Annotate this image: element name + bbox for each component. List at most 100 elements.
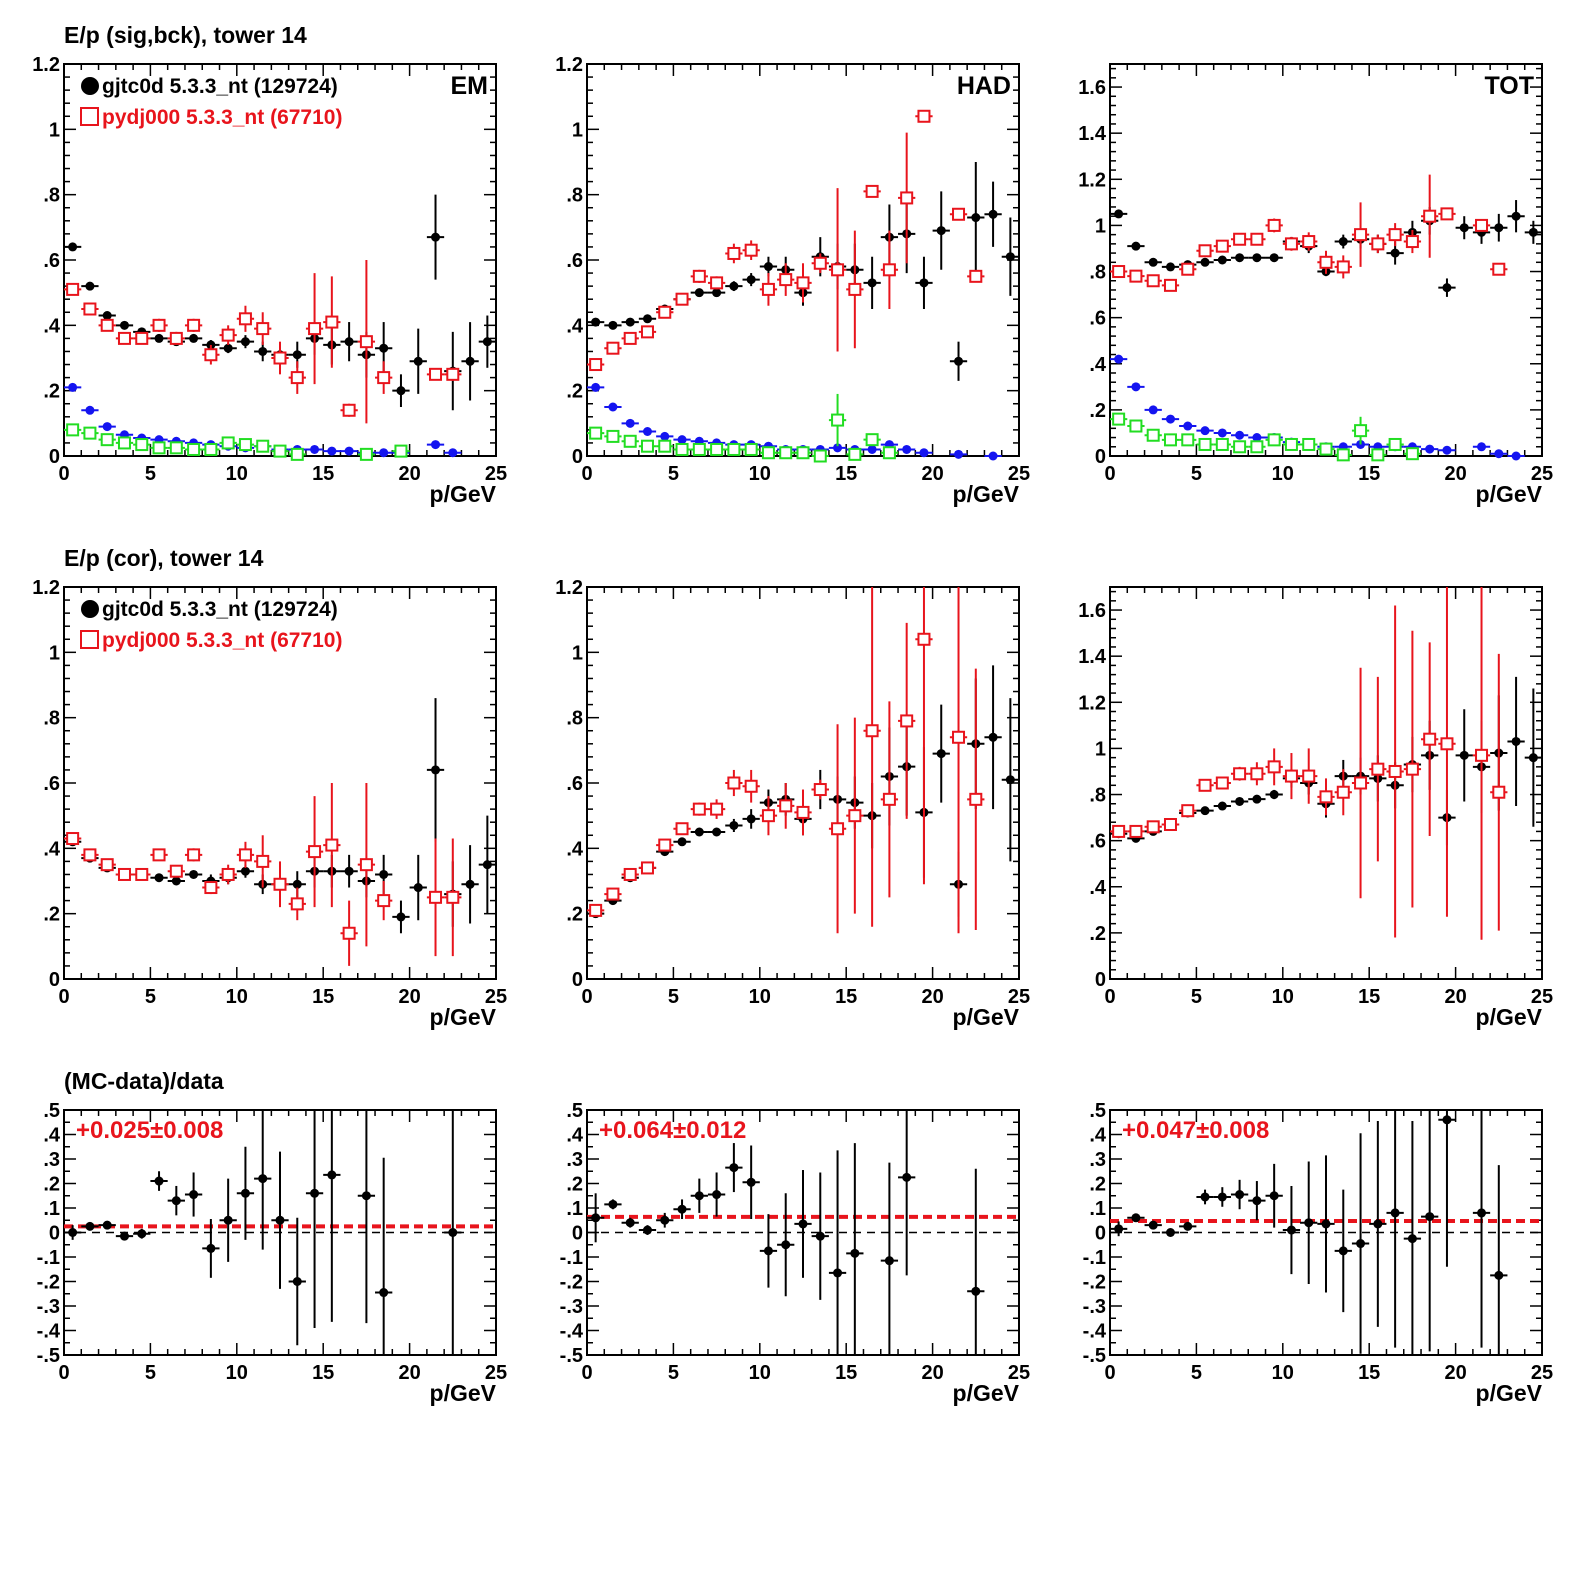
x-tick-label: 10 [226,986,248,1008]
data-point [1528,753,1538,763]
x-tick-label: 5 [145,986,156,1008]
y-tick-label: .4 [566,1125,584,1147]
x-tick-label: 25 [1008,463,1030,485]
data-point [1284,769,1298,783]
y-tick-label: .2 [566,1174,583,1196]
row-title-sig-bck: E/p (sig,bck), tower 14 [64,22,307,48]
data-point [238,438,252,452]
data-point [1371,448,1385,462]
y-tick-label: 1.2 [555,54,583,76]
data-point [1405,235,1419,249]
data-point [1183,1221,1193,1231]
data-point [344,866,354,876]
data-point [831,413,845,427]
data-point [902,1172,912,1182]
x-tick-label: 15 [1358,986,1380,1008]
fit-result-label: +0.025±0.008 [76,1117,223,1144]
data-point [1338,1246,1348,1256]
data-point [1475,748,1489,762]
data-point [1286,1225,1296,1235]
data-point [642,1225,652,1235]
data-point [325,315,339,329]
data-point [1146,820,1160,834]
data-point [187,848,201,862]
x-tick-label: 10 [1272,986,1294,1008]
data-point [1252,433,1262,443]
data-point [606,429,620,443]
y-tick-label: 1 [1095,738,1106,760]
y-tick-label: .5 [566,1100,583,1122]
data-point [1217,428,1227,438]
data-point [102,1220,112,1230]
y-tick-label: .1 [566,1198,583,1220]
series-sigbkg_mc [587,393,899,463]
data-point [187,318,201,332]
data-point [258,346,268,356]
data-point [359,858,373,872]
data-point [815,1231,825,1241]
data-point [971,1286,981,1296]
y-tick-label: 1.4 [1078,646,1107,668]
data-point [482,860,492,870]
data-point [189,1190,199,1200]
y-tick-label: .1 [43,1198,60,1220]
y-tick-label: -.3 [1083,1296,1106,1318]
x-tick-label: 20 [398,1362,420,1384]
data-point [379,448,389,458]
data-point [1302,769,1316,783]
data-point [692,442,706,456]
data-point [310,444,320,454]
data-point [1511,451,1521,461]
data-point [1217,255,1227,265]
y-tick-label: .4 [1089,1125,1107,1147]
data-point [660,1215,670,1225]
data-point [710,442,724,456]
data-point [1181,804,1195,818]
data-point [117,331,131,345]
x-tick-label: 5 [1191,986,1202,1008]
x-axis-label: p/GeV [953,481,1020,507]
data-point [796,446,810,460]
data-point [952,207,966,221]
data-point [1475,218,1489,232]
data-point [429,367,443,381]
data-point [727,776,741,790]
data-point [1321,1219,1331,1229]
plot-frame [1109,63,1543,457]
y-tick-label: .4 [566,838,584,860]
x-tick-label: 0 [581,1362,592,1384]
data-point [273,444,287,458]
data-point [290,371,304,385]
data-point [779,273,793,287]
data-point [1494,223,1504,233]
data-point [1148,1220,1158,1230]
y-tick-label: -.3 [560,1296,583,1318]
data-point [882,792,896,806]
data-point [1215,437,1229,451]
data-point [256,439,270,453]
data-point [589,426,603,440]
y-tick-label: -.3 [37,1296,60,1318]
data-point [1217,1192,1227,1202]
x-axis-label: p/GeV [1476,1380,1543,1406]
data-point [1198,244,1212,258]
data-point [308,845,322,859]
data-point [608,320,618,330]
data-point [589,903,603,917]
data-point [396,912,406,922]
y-tick-label: 0 [49,1223,60,1245]
data-point [66,282,80,296]
x-tick-label: 0 [58,1362,69,1384]
x-tick-label: 15 [312,986,334,1008]
data-point [152,318,166,332]
data-point [100,858,114,872]
data-point [310,1188,320,1198]
x-tick-label: 20 [398,986,420,1008]
y-tick-label: .4 [43,838,61,860]
data-point [119,320,129,330]
x-axis-label: p/GeV [1476,1004,1543,1030]
data-point [1131,241,1141,251]
corner-label: TOT [1484,72,1534,100]
data-point [465,356,475,366]
y-tick-label: .2 [1089,1174,1106,1196]
